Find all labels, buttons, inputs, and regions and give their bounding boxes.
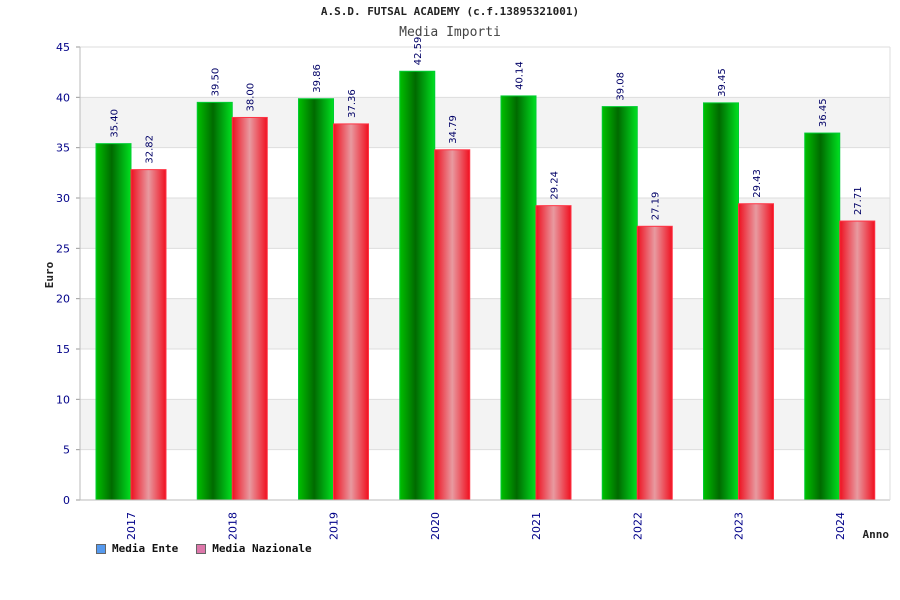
x-tick-label: 2022 bbox=[631, 512, 644, 540]
legend-label-media-nazionale: Media Nazionale bbox=[212, 542, 312, 555]
plot-band bbox=[80, 47, 890, 98]
data-label: 38.00 bbox=[246, 83, 257, 112]
y-tick-label: 45 bbox=[56, 41, 70, 54]
data-label: 34.79 bbox=[448, 115, 459, 144]
chart-title: A.S.D. FUTSAL ACADEMY (c.f.13895321001) bbox=[320, 5, 580, 18]
y-tick-label: 20 bbox=[56, 293, 70, 306]
bar-media-nazionale-2017 bbox=[130, 169, 167, 501]
y-tick-label: 30 bbox=[56, 192, 70, 205]
x-tick-label: 2020 bbox=[429, 512, 442, 540]
y-tick-label: 25 bbox=[56, 242, 70, 255]
bar-media-nazionale-2024 bbox=[839, 220, 876, 501]
data-label: 32.82 bbox=[145, 135, 156, 164]
x-tick-label: 2021 bbox=[530, 512, 543, 540]
bar-media-nazionale-2020 bbox=[434, 149, 471, 501]
bar-media-nazionale-2021 bbox=[535, 205, 572, 501]
data-label: 36.45 bbox=[818, 98, 829, 127]
data-label: 42.59 bbox=[413, 37, 424, 66]
data-label: 29.43 bbox=[752, 169, 763, 198]
data-label: 39.45 bbox=[717, 68, 728, 97]
legend-item-media-nazionale: Media Nazionale bbox=[196, 542, 312, 555]
data-label: 29.24 bbox=[550, 171, 561, 200]
bar-media-ente-2018 bbox=[196, 101, 233, 501]
data-label: 39.50 bbox=[211, 68, 222, 97]
data-label: 40.14 bbox=[515, 61, 526, 90]
legend: Media Ente Media Nazionale bbox=[96, 542, 312, 555]
bar-media-nazionale-2019 bbox=[333, 123, 369, 501]
chart-subtitle: Media Importi bbox=[399, 25, 501, 40]
data-label: 27.19 bbox=[651, 192, 662, 221]
data-label: 39.86 bbox=[312, 64, 323, 93]
data-label: 35.40 bbox=[110, 109, 121, 138]
y-tick-label: 40 bbox=[56, 91, 70, 104]
y-tick-label: 10 bbox=[56, 393, 70, 406]
data-label: 37.36 bbox=[347, 89, 358, 118]
x-tick-label: 2017 bbox=[125, 512, 138, 540]
y-tick-label: 15 bbox=[56, 343, 70, 356]
bar-media-ente-2023 bbox=[703, 102, 739, 501]
y-tick-label: 35 bbox=[56, 142, 70, 155]
bar-media-ente-2019 bbox=[298, 98, 334, 501]
bar-media-nazionale-2022 bbox=[636, 225, 673, 501]
legend-swatch-media-nazionale bbox=[196, 543, 207, 554]
bar-media-nazionale-2023 bbox=[738, 203, 774, 501]
y-tick-label: 5 bbox=[63, 444, 70, 457]
x-tick-label: 2019 bbox=[328, 512, 341, 540]
x-axis-label: Anno bbox=[863, 528, 890, 541]
bar-media-ente-2021 bbox=[500, 95, 537, 501]
bar-media-nazionale-2018 bbox=[231, 116, 268, 501]
x-tick-label: 2023 bbox=[733, 512, 746, 540]
legend-label-media-ente: Media Ente bbox=[112, 542, 179, 555]
y-axis-label: Euro bbox=[43, 261, 56, 288]
x-tick-label: 2024 bbox=[834, 512, 847, 540]
bar-media-ente-2020 bbox=[399, 70, 436, 501]
legend-item-media-ente: Media Ente bbox=[96, 542, 178, 555]
data-label: 39.08 bbox=[616, 72, 627, 101]
x-tick-label: 2018 bbox=[226, 512, 239, 540]
y-tick-label: 0 bbox=[63, 494, 70, 507]
legend-swatch-media-ente bbox=[96, 543, 106, 554]
bar-media-ente-2022 bbox=[601, 106, 638, 501]
bar-media-ente-2024 bbox=[804, 132, 841, 501]
bar-media-ente-2017 bbox=[95, 143, 132, 501]
data-label: 27.71 bbox=[853, 186, 864, 215]
